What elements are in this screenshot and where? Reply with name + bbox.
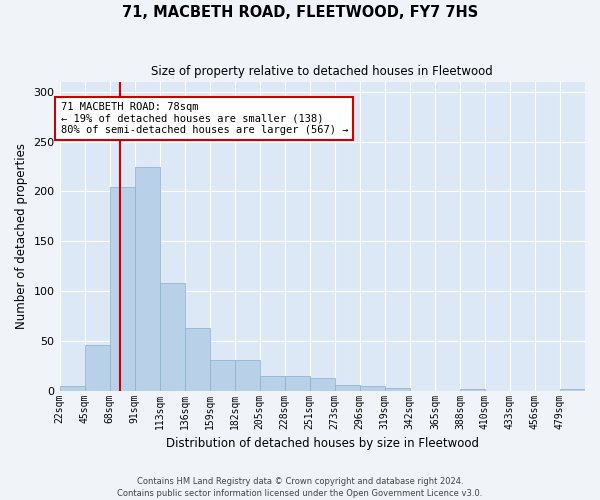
Bar [460,388,485,390]
X-axis label: Distribution of detached houses by size in Fleetwood: Distribution of detached houses by size … [166,437,479,450]
Bar [110,188,134,390]
Bar [260,376,285,390]
Text: 71 MACBETH ROAD: 78sqm
← 19% of detached houses are smaller (138)
80% of semi-de: 71 MACBETH ROAD: 78sqm ← 19% of detached… [61,102,348,135]
Y-axis label: Number of detached properties: Number of detached properties [15,144,28,330]
Title: Size of property relative to detached houses in Fleetwood: Size of property relative to detached ho… [151,65,493,78]
Text: Contains HM Land Registry data © Crown copyright and database right 2024.
Contai: Contains HM Land Registry data © Crown c… [118,476,482,498]
Bar [360,386,385,390]
Bar [235,360,260,390]
Bar [59,386,85,390]
Text: 71, MACBETH ROAD, FLEETWOOD, FY7 7HS: 71, MACBETH ROAD, FLEETWOOD, FY7 7HS [122,5,478,20]
Bar [185,328,209,390]
Bar [560,388,585,390]
Bar [85,345,110,391]
Bar [335,384,360,390]
Bar [160,283,185,391]
Bar [209,360,235,390]
Bar [385,388,410,390]
Bar [134,166,160,390]
Bar [310,378,335,390]
Bar [285,376,310,390]
